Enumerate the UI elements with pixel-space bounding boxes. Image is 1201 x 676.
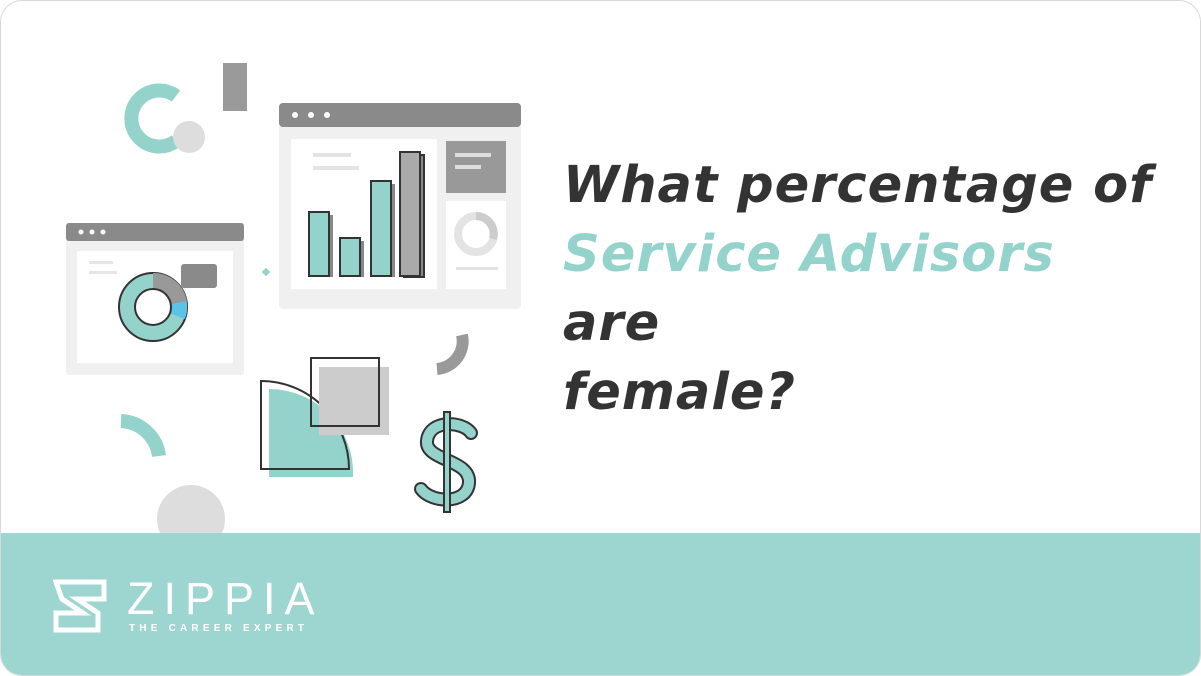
quarter-circle-icon bbox=[269, 388, 354, 477]
square-shape-icon bbox=[310, 357, 389, 435]
headline-line-2-rest: are bbox=[563, 294, 661, 353]
circle-shape-icon bbox=[173, 121, 205, 153]
arc-shape-icon bbox=[436, 333, 469, 375]
donut-chart-icon bbox=[66, 223, 244, 375]
arc-shape-icon bbox=[124, 83, 181, 154]
dollar-sign-icon bbox=[414, 411, 478, 513]
bar-shape-icon bbox=[223, 63, 247, 111]
diamond-shape-icon bbox=[261, 267, 271, 277]
zippia-logo-icon bbox=[53, 579, 107, 633]
headline-line-2: Service Advisors are bbox=[563, 220, 1163, 358]
footer-band bbox=[1, 533, 1200, 675]
job-title: Service Advisors bbox=[563, 225, 1055, 284]
headline-line-1: What percentage of bbox=[563, 156, 1153, 215]
circle-shape-icon bbox=[157, 485, 225, 541]
brand-tagline: THE CAREER EXPERT bbox=[129, 623, 309, 634]
arc-shape-icon bbox=[120, 414, 166, 458]
headline: What percentage of Service Advisors are … bbox=[563, 151, 1163, 427]
headline-line-3: female? bbox=[563, 363, 796, 422]
illustration bbox=[66, 63, 521, 541]
brand-name: ZIPPIA bbox=[127, 573, 324, 624]
browser-window-chart-icon bbox=[279, 103, 521, 309]
